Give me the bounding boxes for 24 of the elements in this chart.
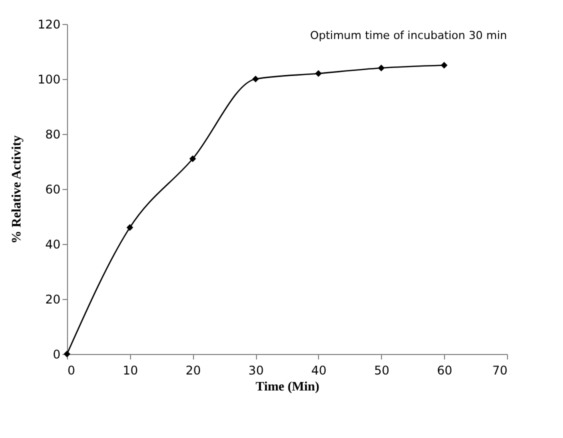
point [315, 70, 322, 77]
point [252, 76, 259, 82]
x-tick-label: 20 [186, 364, 201, 378]
annotation: Optimum time of incubation 30 min [310, 29, 508, 42]
y-tick-label: 0 [52, 348, 60, 362]
x-axis-title: Time (Min) [256, 378, 320, 394]
y-tick-label: 80 [45, 128, 60, 142]
x-tick-label: 50 [374, 364, 390, 378]
y-tick-label: 120 [38, 18, 60, 32]
y-tick-label: 40 [45, 238, 60, 252]
y-axis-title: % Relative Activity [8, 134, 24, 244]
y-tick-label: 20 [45, 292, 60, 306]
x-tick-label: 60 [437, 364, 452, 378]
point [126, 224, 134, 231]
x-tick-label: 10 [122, 364, 138, 378]
y-tick-label: 100 [38, 72, 60, 86]
x-tick-label: 70 [492, 364, 508, 378]
x-tick-label: 0 [68, 364, 76, 378]
point [378, 64, 385, 72]
y-tick-label: 60 [45, 182, 60, 196]
x-tick-label: 40 [311, 364, 327, 378]
point [189, 155, 196, 162]
point [440, 62, 448, 69]
x-tick-label: 30 [248, 364, 264, 378]
